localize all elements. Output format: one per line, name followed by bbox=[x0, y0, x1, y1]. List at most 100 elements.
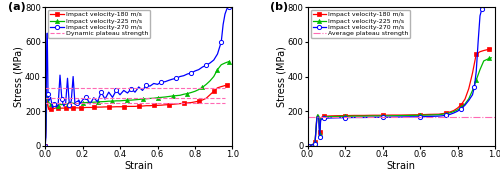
Impact velocity-180 m/s bbox=[361, 114, 367, 116]
Legend: Impact velocity-180 m/s, Impact velocity-225 m/s, Impact velocity-270 m/s, Avera: Impact velocity-180 m/s, Impact velocity… bbox=[310, 10, 410, 38]
Impact velocity-180 m/s bbox=[444, 112, 450, 114]
Impact velocity-180 m/s bbox=[447, 111, 453, 113]
Impact velocity-225 m/s bbox=[380, 115, 386, 117]
Impact velocity-270 m/s bbox=[370, 116, 376, 118]
Impact velocity-180 m/s bbox=[440, 113, 446, 115]
Impact velocity-180 m/s bbox=[454, 107, 460, 109]
Impact velocity-180 m/s bbox=[316, 115, 322, 117]
Impact velocity-225 m/s bbox=[46, 101, 52, 104]
Impact velocity-180 m/s bbox=[323, 115, 329, 117]
Impact velocity-225 m/s bbox=[398, 114, 404, 117]
Impact velocity-180 m/s bbox=[484, 49, 490, 51]
Impact velocity-225 m/s bbox=[42, 145, 48, 147]
Impact velocity-180 m/s bbox=[318, 116, 324, 118]
Impact velocity-180 m/s bbox=[436, 113, 442, 115]
Impact velocity-270 m/s bbox=[462, 104, 468, 106]
Impact velocity-180 m/s bbox=[304, 145, 310, 147]
Impact velocity-225 m/s bbox=[408, 114, 414, 116]
Impact velocity-225 m/s bbox=[304, 145, 310, 147]
Impact velocity-225 m/s bbox=[76, 102, 82, 104]
Impact velocity-180 m/s bbox=[417, 114, 423, 116]
Impact velocity-180 m/s bbox=[308, 144, 314, 146]
Impact velocity-180 m/s bbox=[481, 49, 487, 52]
Impact velocity-180 m/s bbox=[470, 72, 476, 74]
Impact velocity-225 m/s bbox=[318, 117, 324, 119]
Line: Impact velocity-225 m/s: Impact velocity-225 m/s bbox=[43, 59, 231, 148]
Impact velocity-270 m/s bbox=[320, 117, 326, 120]
Impact velocity-270 m/s bbox=[327, 117, 333, 119]
Impact velocity-225 m/s bbox=[470, 89, 476, 91]
Impact velocity-180 m/s bbox=[315, 114, 321, 116]
Impact velocity-270 m/s bbox=[308, 144, 314, 146]
Impact velocity-270 m/s bbox=[322, 117, 328, 119]
Impact velocity-270 m/s bbox=[426, 115, 432, 117]
Impact velocity-270 m/s bbox=[352, 116, 358, 119]
Impact velocity-225 m/s bbox=[447, 112, 453, 114]
Impact velocity-180 m/s bbox=[451, 109, 457, 112]
Impact velocity-225 m/s bbox=[454, 109, 460, 111]
Impact velocity-180 m/s bbox=[458, 104, 464, 106]
Impact velocity-270 m/s bbox=[408, 116, 414, 118]
Impact velocity-225 m/s bbox=[110, 100, 116, 102]
Text: (a): (a) bbox=[8, 2, 26, 12]
Impact velocity-180 m/s bbox=[226, 83, 232, 85]
Impact velocity-180 m/s bbox=[322, 115, 328, 117]
Impact velocity-270 m/s bbox=[315, 115, 321, 117]
Impact velocity-225 m/s bbox=[323, 116, 329, 118]
Impact velocity-270 m/s bbox=[332, 117, 338, 119]
Impact velocity-270 m/s bbox=[304, 145, 310, 147]
Impact velocity-270 m/s bbox=[222, 13, 228, 15]
Impact velocity-270 m/s bbox=[440, 115, 446, 117]
Impact velocity-180 m/s bbox=[332, 115, 338, 117]
Impact velocity-180 m/s bbox=[370, 114, 376, 116]
Impact velocity-270 m/s bbox=[72, 103, 78, 105]
Impact velocity-180 m/s bbox=[62, 107, 68, 109]
Impact velocity-270 m/s bbox=[306, 145, 312, 147]
Impact velocity-225 m/s bbox=[389, 115, 395, 117]
Impact velocity-225 m/s bbox=[327, 116, 333, 118]
Impact velocity-270 m/s bbox=[436, 115, 442, 117]
Line: Impact velocity-180 m/s: Impact velocity-180 m/s bbox=[43, 82, 231, 148]
Impact velocity-270 m/s bbox=[226, 6, 232, 8]
Impact velocity-225 m/s bbox=[342, 115, 348, 117]
Impact velocity-225 m/s bbox=[308, 144, 314, 146]
Impact velocity-180 m/s bbox=[200, 99, 205, 101]
Impact velocity-180 m/s bbox=[426, 113, 432, 116]
Impact velocity-270 m/s bbox=[472, 86, 478, 88]
Impact velocity-270 m/s bbox=[117, 94, 123, 96]
Impact velocity-225 m/s bbox=[436, 114, 442, 116]
X-axis label: Strain: Strain bbox=[124, 161, 153, 171]
Impact velocity-270 m/s bbox=[475, 41, 481, 43]
Impact velocity-270 m/s bbox=[470, 94, 476, 96]
Impact velocity-270 m/s bbox=[314, 117, 320, 119]
Impact velocity-180 m/s bbox=[342, 114, 348, 117]
Y-axis label: Stress (MPa): Stress (MPa) bbox=[14, 46, 24, 107]
Impact velocity-225 m/s bbox=[370, 115, 376, 117]
Impact velocity-270 m/s bbox=[451, 112, 457, 114]
Impact velocity-270 m/s bbox=[64, 77, 70, 79]
Impact velocity-270 m/s bbox=[342, 117, 348, 119]
Impact velocity-225 m/s bbox=[226, 61, 232, 63]
Impact velocity-270 m/s bbox=[200, 66, 205, 68]
Y-axis label: Stress (MPa): Stress (MPa) bbox=[276, 46, 286, 107]
Impact velocity-225 m/s bbox=[481, 60, 487, 62]
Impact velocity-180 m/s bbox=[314, 116, 320, 118]
Impact velocity-270 m/s bbox=[42, 145, 48, 147]
Impact velocity-225 m/s bbox=[332, 115, 338, 117]
Impact velocity-225 m/s bbox=[361, 115, 367, 117]
Impact velocity-180 m/s bbox=[316, 131, 322, 133]
Impact velocity-225 m/s bbox=[477, 69, 483, 71]
Impact velocity-180 m/s bbox=[466, 88, 472, 90]
Impact velocity-270 m/s bbox=[94, 101, 100, 103]
Impact velocity-270 m/s bbox=[444, 114, 450, 116]
Impact velocity-225 m/s bbox=[417, 114, 423, 116]
Impact velocity-180 m/s bbox=[462, 98, 468, 100]
Impact velocity-225 m/s bbox=[440, 113, 446, 115]
Line: Impact velocity-180 m/s: Impact velocity-180 m/s bbox=[306, 47, 494, 148]
Impact velocity-225 m/s bbox=[484, 58, 490, 60]
Impact velocity-270 m/s bbox=[316, 136, 322, 138]
Impact velocity-225 m/s bbox=[312, 141, 318, 143]
Impact velocity-180 m/s bbox=[488, 48, 494, 50]
Impact velocity-270 m/s bbox=[454, 110, 460, 112]
Impact velocity-225 m/s bbox=[44, 92, 50, 94]
